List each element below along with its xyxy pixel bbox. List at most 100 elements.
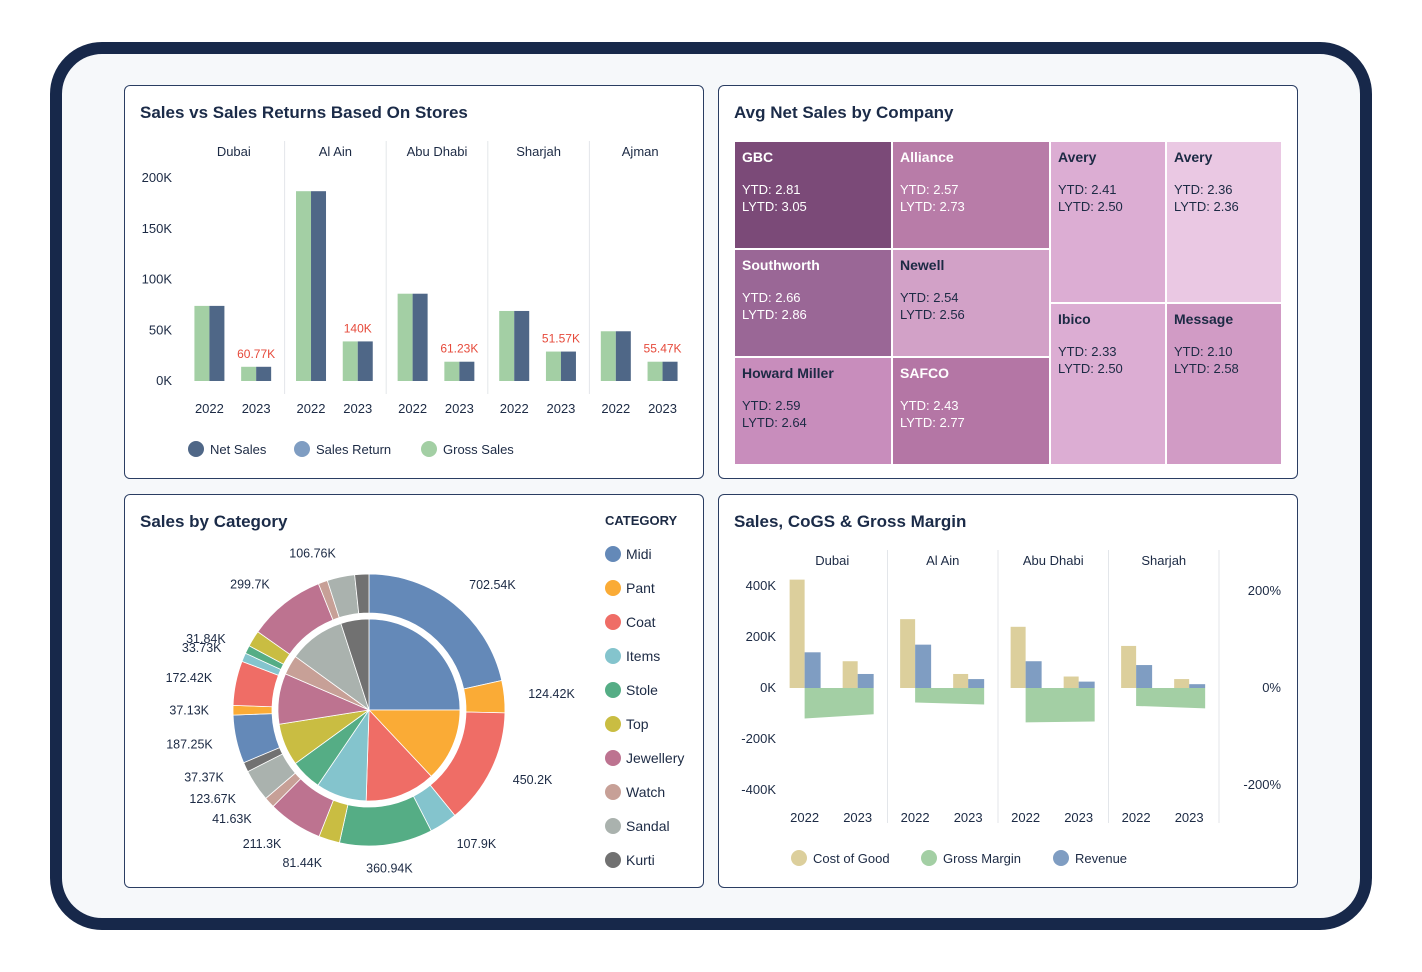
cost-of-good-bar — [1010, 626, 1026, 688]
inner-slice — [365, 709, 432, 802]
x-tick-label: 2022 — [195, 401, 224, 416]
x-tick-label: 2023 — [343, 401, 372, 416]
stores-chart-panel: Sales vs Sales Returns Based On Stores 2… — [124, 85, 704, 479]
x-tick-label: 2023 — [242, 401, 271, 416]
legend-label: Coat — [626, 614, 656, 630]
treemap-cell — [1165, 302, 1283, 466]
x-tick-label: 2023 — [1064, 810, 1093, 825]
slice-label: 107.9K — [457, 837, 497, 851]
cost-of-good-bar — [953, 673, 969, 688]
x-tick-label: 2022 — [500, 401, 529, 416]
treemap-cell-ytd: YTD: 2.43 — [900, 398, 959, 413]
legend-label: Cost of Good — [813, 851, 890, 866]
treemap-cell — [1049, 140, 1167, 304]
y-tick-label: 0K — [760, 680, 776, 695]
treemap-cell-lytd: LYTD: 2.50 — [1058, 199, 1123, 214]
net-sales-bar — [256, 366, 272, 381]
legend-label: Sales Return — [316, 442, 391, 457]
y-tick-label: 100K — [142, 272, 173, 287]
revenue-bar — [968, 679, 985, 688]
treemap-cell — [1165, 140, 1283, 304]
legend-label: Net Sales — [210, 442, 267, 457]
inner-slice — [368, 618, 461, 711]
net-sales-bar — [615, 331, 631, 381]
slice-label: 211.3K — [243, 837, 282, 851]
legend-marker — [791, 850, 807, 866]
treemap-cell — [891, 356, 1051, 466]
net-sales-bar — [662, 361, 678, 381]
y-tick-label: 200K — [142, 170, 173, 185]
legend-label: Stole — [626, 682, 658, 698]
treemap-cell-lytd: LYTD: 2.56 — [900, 307, 965, 322]
net-sales-bar — [459, 361, 475, 381]
group-label: Al Ain — [926, 553, 959, 568]
treemap-cell-lytd: LYTD: 2.64 — [742, 415, 807, 430]
legend-label: Pant — [626, 580, 655, 596]
group-label: Ajman — [622, 144, 659, 159]
cost-of-good-bar — [1121, 645, 1137, 688]
legend-label: Gross Margin — [943, 851, 1021, 866]
revenue-bar — [915, 644, 932, 688]
x-tick-label: 2023 — [648, 401, 677, 416]
legend-label: Gross Sales — [443, 442, 514, 457]
data-label: 51.57K — [542, 332, 580, 346]
x-tick-label: 2022 — [601, 401, 630, 416]
treemap-cell-ytd: YTD: 2.59 — [742, 398, 801, 413]
legend-marker — [605, 852, 621, 868]
group-label: Abu Dhabi — [407, 144, 468, 159]
cogs-chart: 400K 200K 0K -200K -400K 200% 0% -200% Dubai 2022… — [741, 550, 1282, 866]
treemap-cell — [733, 140, 893, 250]
legend-marker — [605, 750, 621, 766]
legend-marker — [605, 818, 621, 834]
treemap-cell-name: Alliance — [900, 149, 954, 165]
treemap-cell-name: Avery — [1058, 149, 1097, 165]
gross-margin-area — [804, 688, 874, 719]
x-tick-label: 2022 — [297, 401, 326, 416]
category-chart-panel: Sales by Category 702.54K 124.42K 450.2K 10… — [124, 494, 704, 888]
net-sales-bar — [514, 310, 530, 381]
legend-label: Revenue — [1075, 851, 1127, 866]
x-tick-label: 2023 — [546, 401, 575, 416]
company-chart-title: Avg Net Sales by Company — [734, 103, 954, 122]
x-tick-label: 2023 — [1175, 810, 1204, 825]
category-pie-chart: 702.54K124.42K450.2K107.9K360.94K81.44K2… — [166, 513, 685, 876]
x-tick-label: 2022 — [901, 810, 930, 825]
slice-label: 81.44K — [282, 856, 322, 870]
revenue-bar — [1078, 681, 1095, 688]
x-tick-label: 2022 — [1011, 810, 1040, 825]
x-tick-label: 2022 — [1122, 810, 1151, 825]
treemap-cell-lytd: LYTD: 2.50 — [1058, 361, 1123, 376]
treemap-cell-ytd: YTD: 2.81 — [742, 182, 801, 197]
stores-chart: 200K 150K 100K 50K 0K Dubai 2022 2023 60.77K Al A… — [142, 141, 682, 457]
legend-label: Watch — [626, 784, 665, 800]
legend-title: CATEGORY — [605, 513, 678, 528]
legend-marker — [605, 716, 621, 732]
y2-tick-label: 200% — [1248, 583, 1282, 598]
category-chart-title: Sales by Category — [140, 512, 288, 531]
legend-marker — [421, 441, 437, 457]
cost-of-good-bar — [1063, 676, 1079, 688]
treemap-cell-lytd: LYTD: 3.05 — [742, 199, 807, 214]
group-label: Abu Dhabi — [1023, 553, 1084, 568]
group-label: Dubai — [217, 144, 251, 159]
y-tick-label: -400K — [741, 782, 776, 797]
gross-sales-bar — [194, 305, 210, 381]
slice-label: 299.7K — [230, 577, 270, 591]
slice-label: 37.37K — [184, 770, 224, 784]
y-tick-label: 150K — [142, 221, 173, 236]
gross-sales-bar — [241, 366, 257, 381]
gross-sales-bar — [397, 293, 413, 381]
legend-marker — [605, 580, 621, 596]
slice-label: 123.67K — [189, 792, 236, 806]
revenue-bar — [804, 652, 821, 688]
treemap-cell-lytd: LYTD: 2.77 — [900, 415, 965, 430]
treemap-cell-ytd: YTD: 2.33 — [1058, 344, 1117, 359]
gross-sales-bar — [342, 341, 358, 381]
cogs-chart-panel: Sales, CoGS & Gross Margin 400K 200K 0K -20… — [718, 494, 1298, 888]
cogs-chart-title: Sales, CoGS & Gross Margin — [734, 512, 967, 531]
legend-label: Jewellery — [626, 750, 684, 766]
revenue-bar — [1025, 661, 1042, 688]
x-tick-label: 2023 — [843, 810, 872, 825]
treemap-cell-lytd: LYTD: 2.86 — [742, 307, 807, 322]
slice-label: 41.63K — [212, 812, 252, 826]
